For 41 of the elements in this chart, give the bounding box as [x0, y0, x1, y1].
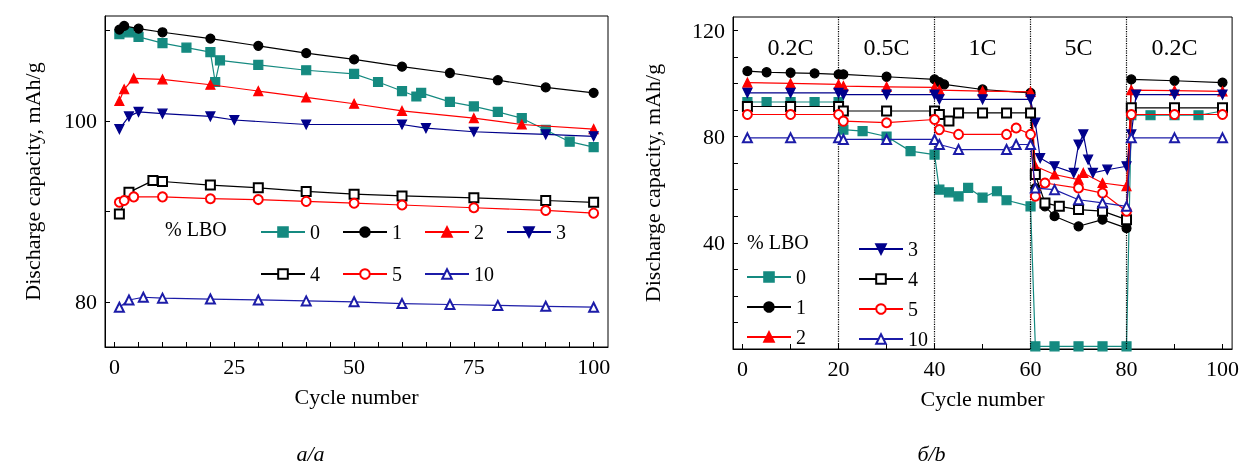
annotation: 5C: [1064, 34, 1093, 60]
legend-label: 10: [908, 328, 928, 350]
x-tick-label: 50: [343, 353, 366, 379]
legend-label: 0: [796, 266, 806, 288]
annotation: 0.5C: [863, 34, 910, 60]
legend-label: 2: [474, 221, 484, 243]
x-tick-label: 80: [1115, 355, 1138, 381]
legend-label: 3: [908, 238, 918, 260]
y-tick-label: 80: [703, 124, 725, 150]
legend-label: 0: [310, 221, 320, 243]
x-tick-label: 100: [577, 353, 611, 379]
x-tick-label: 60: [1019, 355, 1042, 381]
legend-label: 3: [556, 221, 566, 243]
annotation: 0.2C: [767, 34, 814, 60]
legend-label: 5: [392, 263, 402, 285]
x-tick-label: 20: [827, 355, 850, 381]
x-tick-label: 0: [109, 353, 121, 379]
legend-title: % LBO: [747, 231, 809, 253]
legend-label: 2: [796, 326, 806, 348]
legend-label: 4: [908, 268, 918, 290]
text: б/b: [917, 440, 946, 466]
y-axis-title: Discharge capacity, mAh/g: [19, 62, 45, 301]
annotation: 0.2C: [1151, 34, 1198, 60]
x-tick-label: 0: [737, 355, 749, 381]
legend-label: 1: [392, 221, 402, 243]
y-tick-label: 40: [703, 230, 725, 256]
y-axis-title: Discharge capacity, mAh/g: [639, 63, 665, 303]
x-tick-label: 25: [223, 353, 246, 379]
legend-label: 4: [310, 263, 320, 285]
x-tick-label: 100: [1206, 355, 1239, 381]
legend-title: % LBO: [165, 218, 227, 240]
legend-label: 5: [908, 298, 918, 320]
y-tick-label: 120: [692, 17, 725, 43]
legend-label: 1: [796, 296, 806, 318]
x-tick-label: 75: [462, 353, 485, 379]
text: а/a: [296, 440, 325, 466]
x-tick-label: 40: [923, 355, 946, 381]
annotation: 1C: [968, 34, 997, 60]
x-axis-title: Cycle number: [294, 383, 420, 409]
x-axis-title: Cycle number: [920, 385, 1046, 411]
legend-label: 10: [474, 263, 494, 285]
